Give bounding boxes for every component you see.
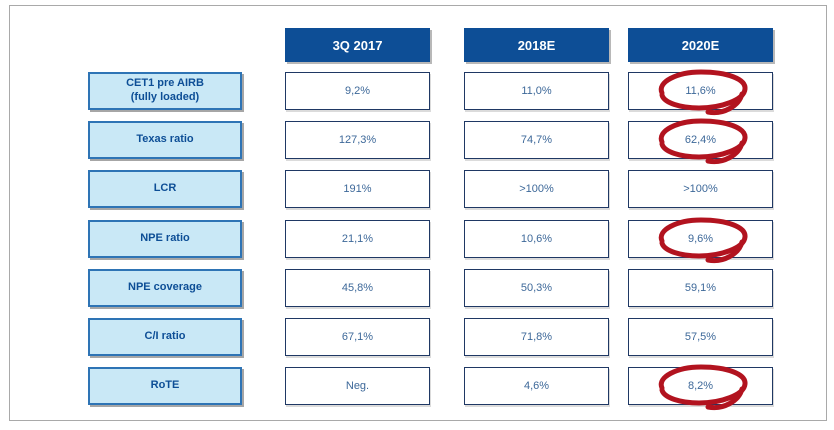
value-text: 9,2% xyxy=(344,85,371,97)
value-cell: 191% xyxy=(285,170,430,208)
value-text: 21,1% xyxy=(341,233,374,245)
column-header-2020e: 2020E xyxy=(628,28,773,62)
value-text: 45,8% xyxy=(341,282,374,294)
value-cell: 67,1% xyxy=(285,318,430,356)
value-cell: 10,6% xyxy=(464,220,609,258)
row-label-lcr: LCR xyxy=(88,170,242,208)
value-text: 67,1% xyxy=(341,331,374,343)
value-cell: 9,2% xyxy=(285,72,430,110)
value-text: 11,6% xyxy=(685,85,716,97)
value-cell: 50,3% xyxy=(464,269,609,307)
value-cell: 74,7% xyxy=(464,121,609,159)
value-text: 8,2% xyxy=(687,380,714,392)
value-text: 71,8% xyxy=(520,331,553,343)
value-cell: 11,0% xyxy=(464,72,609,110)
value-cell: 71,8% xyxy=(464,318,609,356)
value-cell: 21,1% xyxy=(285,220,430,258)
row-label-npe-ratio: NPE ratio xyxy=(88,220,242,258)
value-cell: Neg. xyxy=(285,367,430,405)
value-text: >100% xyxy=(519,183,554,195)
value-cell: 57,5% xyxy=(628,318,773,356)
column-header-3q2017: 3Q 2017 xyxy=(285,28,430,62)
value-text: 127,3% xyxy=(338,134,377,146)
row-label-npe-coverage: NPE coverage xyxy=(88,269,242,307)
value-cell: 62,4% xyxy=(628,118,773,165)
row-label-rote: RoTE xyxy=(88,367,242,405)
value-cell: 4,6% xyxy=(464,367,609,405)
value-text: 4,6% xyxy=(523,380,550,392)
value-text: 74,7% xyxy=(520,134,553,146)
value-text: 57,5% xyxy=(684,331,717,343)
value-cell: 8,2% xyxy=(628,364,773,411)
value-text: 59,1% xyxy=(684,282,717,294)
value-text: 50,3% xyxy=(520,282,553,294)
value-text: >100% xyxy=(683,183,718,195)
value-cell: 45,8% xyxy=(285,269,430,307)
value-text: 191% xyxy=(343,183,372,195)
value-text: 9,6% xyxy=(687,233,714,245)
value-text: Neg. xyxy=(345,380,370,392)
row-label-cet1: CET1 pre AIRB (fully loaded) xyxy=(88,72,242,110)
slide-frame xyxy=(9,5,827,421)
column-header-2018e: 2018E xyxy=(464,28,609,62)
value-cell: >100% xyxy=(464,170,609,208)
value-cell: 11,6% xyxy=(628,69,773,116)
value-cell: 9,6% xyxy=(628,217,773,264)
value-cell: 127,3% xyxy=(285,121,430,159)
value-cell: >100% xyxy=(628,170,773,208)
value-text: 10,6% xyxy=(520,233,553,245)
row-label-ci-ratio: C/I ratio xyxy=(88,318,242,356)
value-text: 11,0% xyxy=(521,85,552,97)
value-text: 62,4% xyxy=(684,134,717,146)
row-label-texas-ratio: Texas ratio xyxy=(88,121,242,159)
value-cell: 59,1% xyxy=(628,269,773,307)
